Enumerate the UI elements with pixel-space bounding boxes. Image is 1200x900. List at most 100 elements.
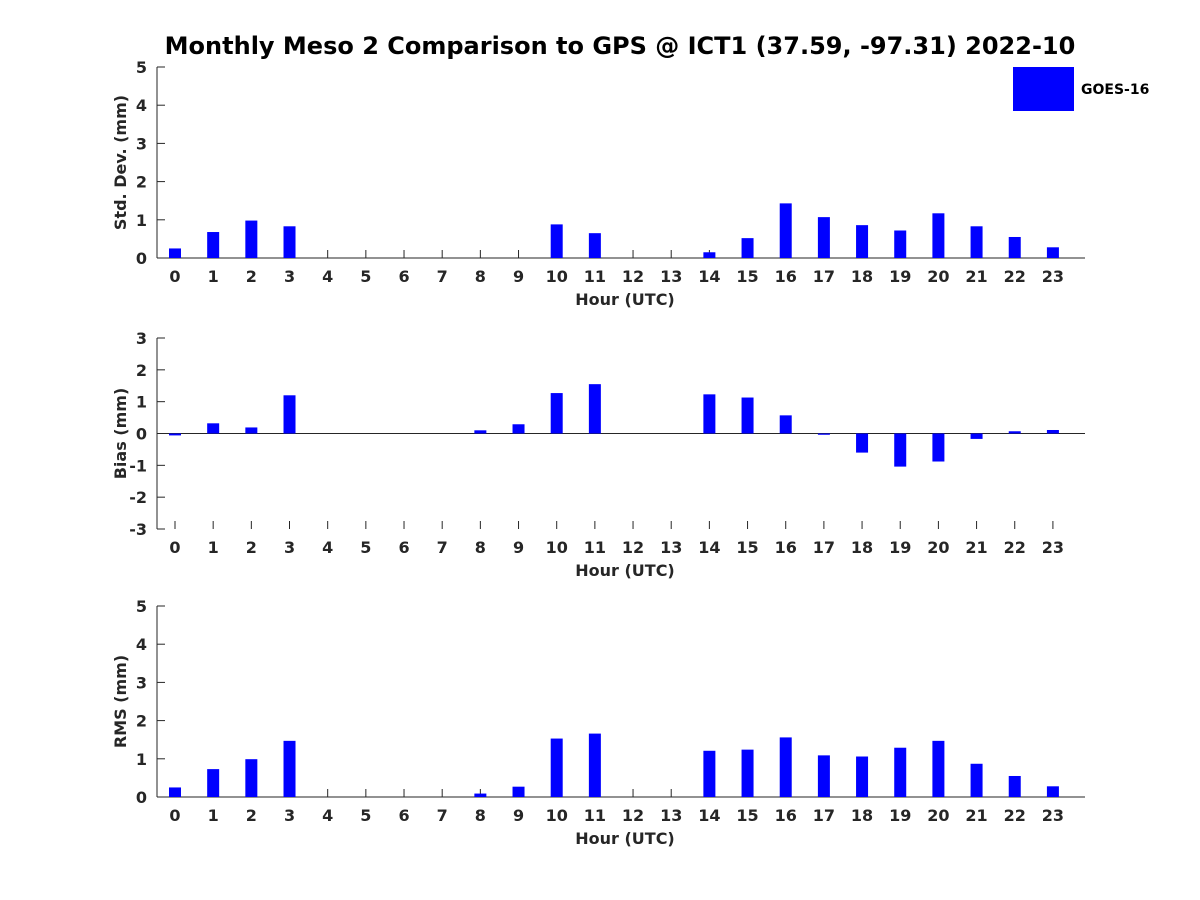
x-axis-label: Hour (UTC) <box>575 561 675 580</box>
x-tick-label: 13 <box>660 806 682 825</box>
x-axis-label: Hour (UTC) <box>575 290 675 309</box>
bar-hour-22 <box>1008 431 1021 434</box>
bar-hour-18 <box>856 225 869 258</box>
x-tick-label: 5 <box>360 806 371 825</box>
x-tick-label: 11 <box>584 538 606 557</box>
bar-hour-18 <box>856 433 869 453</box>
x-tick-label: 13 <box>660 267 682 286</box>
y-tick-label: 5 <box>136 58 147 77</box>
x-tick-label: 0 <box>169 538 180 557</box>
x-tick-label: 14 <box>698 267 720 286</box>
bar-hour-3 <box>283 226 296 258</box>
bar-hour-14 <box>703 394 716 434</box>
x-tick-label: 1 <box>208 267 219 286</box>
bar-hour-18 <box>856 756 869 797</box>
x-tick-label: 21 <box>965 538 987 557</box>
bar-hour-8 <box>474 793 487 797</box>
x-tick-label: 14 <box>698 538 720 557</box>
x-tick-label: 4 <box>322 538 333 557</box>
bar-hour-11 <box>588 233 601 258</box>
x-tick-label: 10 <box>546 806 568 825</box>
bar-hour-22 <box>1008 236 1021 258</box>
bar-hour-16 <box>779 737 792 797</box>
x-tick-label: 23 <box>1042 267 1064 286</box>
bar-hour-15 <box>741 749 754 797</box>
x-tick-label: 7 <box>437 538 448 557</box>
legend-swatch <box>1013 67 1074 111</box>
bar-hour-9 <box>512 786 525 797</box>
x-tick-label: 6 <box>398 806 409 825</box>
chart-title: Monthly Meso 2 Comparison to GPS @ ICT1 … <box>165 32 1076 60</box>
x-tick-label: 22 <box>1004 806 1026 825</box>
x-tick-label: 15 <box>736 267 758 286</box>
x-tick-label: 21 <box>965 267 987 286</box>
x-tick-label: 17 <box>813 806 835 825</box>
bar-hour-15 <box>741 238 754 258</box>
bar-hour-9 <box>512 424 525 434</box>
x-tick-label: 16 <box>775 806 797 825</box>
x-tick-label: 18 <box>851 267 873 286</box>
x-tick-label: 6 <box>398 267 409 286</box>
x-tick-label: 1 <box>208 538 219 557</box>
bar-hour-15 <box>741 397 754 434</box>
x-tick-label: 2 <box>246 538 257 557</box>
legend: GOES-16 <box>1013 67 1149 111</box>
bar-hour-1 <box>207 232 220 258</box>
x-tick-label: 6 <box>398 538 409 557</box>
y-tick-label: 5 <box>136 597 147 616</box>
x-tick-label: 17 <box>813 267 835 286</box>
y-tick-label: 1 <box>136 750 147 769</box>
bar-hour-10 <box>550 738 563 797</box>
y-tick-label: 0 <box>136 249 147 268</box>
bar-hour-3 <box>283 395 296 434</box>
bar-hour-2 <box>245 759 258 797</box>
y-tick-label: 0 <box>136 425 147 444</box>
bar-hour-2 <box>245 220 258 258</box>
y-tick-label: 4 <box>136 635 147 654</box>
y-tick-label: -1 <box>129 456 147 475</box>
x-tick-label: 9 <box>513 538 524 557</box>
x-tick-label: 10 <box>546 538 568 557</box>
bar-hour-21 <box>970 763 983 797</box>
x-tick-label: 8 <box>475 538 486 557</box>
bar-hour-14 <box>703 750 716 797</box>
x-tick-label: 4 <box>322 806 333 825</box>
y-axis-label: Bias (mm) <box>111 388 130 480</box>
x-tick-label: 18 <box>851 806 873 825</box>
y-tick-label: 3 <box>136 329 147 348</box>
bar-hour-20 <box>932 213 945 258</box>
bar-hour-19 <box>894 230 907 258</box>
legend-label: GOES-16 <box>1081 82 1149 98</box>
x-tick-label: 3 <box>284 806 295 825</box>
x-tick-label: 0 <box>169 267 180 286</box>
bar-hour-8 <box>474 430 487 434</box>
y-tick-label: 3 <box>136 134 147 153</box>
x-tick-label: 14 <box>698 806 720 825</box>
x-tick-label: 2 <box>246 806 257 825</box>
x-tick-label: 9 <box>513 806 524 825</box>
x-tick-label: 0 <box>169 806 180 825</box>
x-tick-label: 19 <box>889 806 911 825</box>
x-tick-label: 7 <box>437 267 448 286</box>
x-tick-label: 12 <box>622 267 644 286</box>
bar-hour-1 <box>207 423 220 434</box>
x-tick-label: 19 <box>889 538 911 557</box>
x-tick-label: 11 <box>584 806 606 825</box>
y-tick-label: 2 <box>136 712 147 731</box>
bar-hour-0 <box>169 433 181 436</box>
y-tick-label: 0 <box>136 788 147 807</box>
y-tick-label: 3 <box>136 673 147 692</box>
x-tick-label: 5 <box>360 267 371 286</box>
y-tick-label: 1 <box>136 393 147 412</box>
x-tick-label: 23 <box>1042 538 1064 557</box>
bar-hour-17 <box>817 433 830 435</box>
x-tick-label: 12 <box>622 538 644 557</box>
x-tick-label: 17 <box>813 538 835 557</box>
bar-hour-22 <box>1008 775 1021 797</box>
y-tick-label: 4 <box>136 96 147 115</box>
bar-hour-23 <box>1046 429 1059 434</box>
bar-hour-23 <box>1046 786 1059 797</box>
bar-hour-16 <box>779 203 792 258</box>
